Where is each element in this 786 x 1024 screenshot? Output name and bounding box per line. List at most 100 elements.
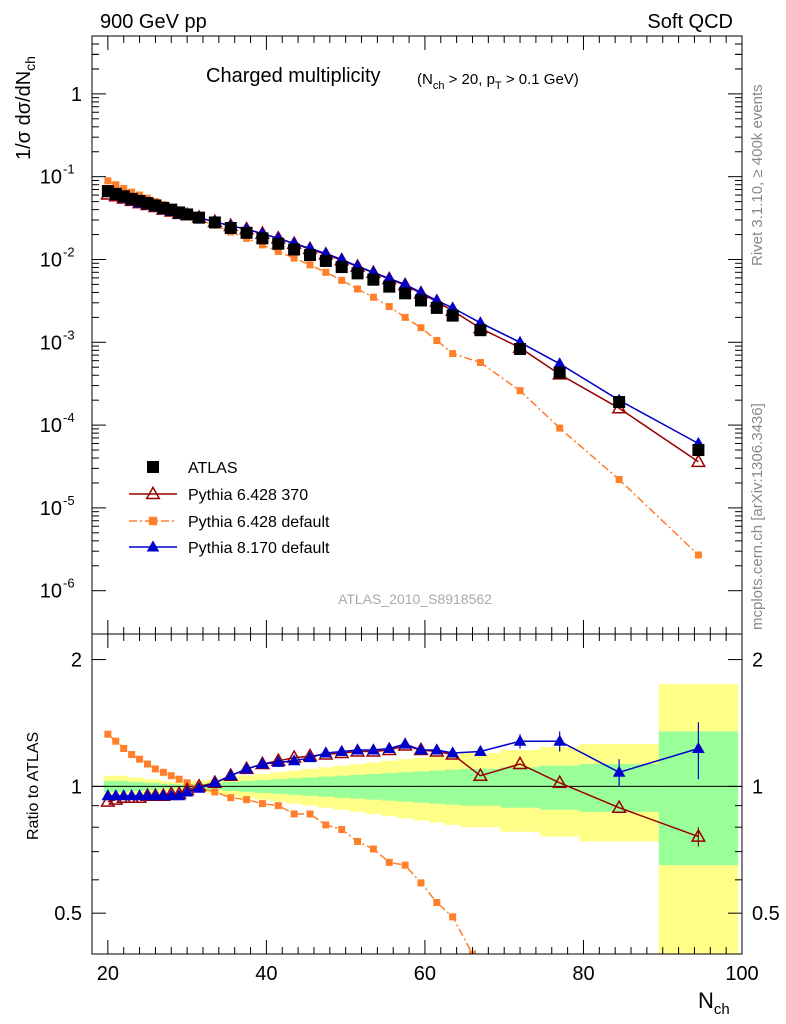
- ratio-panel-frame: [91, 633, 743, 955]
- ratio-data-point: [149, 789, 162, 801]
- data-point: [256, 232, 269, 245]
- data-point: [288, 243, 301, 256]
- data-point: [383, 280, 396, 293]
- data-point: [398, 277, 412, 289]
- header-left-label: 900 GeV pp: [100, 11, 207, 33]
- ratio-data-point: [104, 730, 112, 738]
- ratio-data-point: [449, 913, 457, 921]
- data-point: [240, 226, 253, 239]
- data-point: [449, 350, 457, 358]
- legend-marker: [145, 485, 161, 500]
- ratio-data-point: [430, 743, 444, 755]
- ratio-data-point: [474, 744, 487, 757]
- data-point: [319, 254, 332, 267]
- ratio-data-point: [290, 810, 298, 818]
- ratio-data-point: [112, 737, 120, 745]
- data-point: [556, 424, 564, 432]
- ratio-data-point: [175, 775, 183, 783]
- data-point: [613, 396, 626, 409]
- ratio-data-point: [141, 789, 154, 801]
- data-point: [385, 303, 393, 311]
- analysis-watermark: ATLAS_2010_S8918562: [338, 591, 492, 607]
- ratio-y-tick-label-right: 0.5: [752, 903, 780, 925]
- main-chart-title: Charged multiplicity (Nch > 20, pT > 0.1…: [206, 65, 579, 92]
- inner-uncertainty-band: [397, 772, 414, 802]
- ratio-data-point: [512, 755, 528, 770]
- ratio-y-axis-label: Ratio to ATLAS: [25, 732, 42, 840]
- data-point: [351, 267, 364, 280]
- ratio-data-point: [157, 789, 170, 801]
- data-point: [120, 184, 128, 192]
- data-point: [303, 249, 316, 262]
- y-tick-label: 10: [40, 332, 62, 354]
- data-point: [401, 313, 409, 321]
- data-point: [322, 268, 330, 276]
- ratio-data-point: [240, 762, 253, 774]
- ratio-panel-axes: 0.5 0.5 1 1 2 2 20 40 60 80 100: [54, 633, 780, 985]
- main-panel-series: [100, 177, 706, 559]
- data-point: [690, 453, 706, 468]
- data-point: [112, 181, 120, 189]
- data-point: [306, 261, 314, 269]
- x-tick-label: 80: [572, 963, 594, 985]
- data-point: [335, 261, 348, 274]
- x-tick-label: 40: [255, 963, 277, 985]
- data-point: [692, 444, 705, 457]
- ratio-data-point: [243, 796, 251, 804]
- ratio-data-point: [133, 789, 146, 801]
- ratio-data-point: [208, 776, 222, 788]
- ratio-data-point: [351, 743, 364, 755]
- ratio-data-point: [224, 769, 238, 781]
- ratio-data-point: [125, 789, 138, 801]
- ratio-data-point: [128, 751, 136, 759]
- ratio-data-point: [172, 789, 186, 801]
- inner-uncertainty-band: [460, 768, 501, 806]
- inner-uncertainty-band: [381, 773, 398, 801]
- ratio-data-point: [401, 861, 409, 869]
- ratio-data-point: [414, 743, 428, 755]
- legend-entry: Pythia 6.428 default: [129, 514, 330, 531]
- data-point: [414, 294, 427, 307]
- inner-uncertainty-band: [500, 767, 540, 808]
- data-point: [433, 337, 441, 345]
- data-point: [417, 324, 425, 332]
- x-tick-label: 100: [725, 963, 758, 985]
- header-right-label: Soft QCD: [647, 11, 733, 33]
- ratio-data-point: [167, 772, 175, 780]
- ratio-data-point: [211, 788, 219, 796]
- inner-uncertainty-band: [444, 769, 461, 805]
- ratio-data-point: [367, 743, 380, 755]
- y-tick-label-exponent: -5: [63, 493, 75, 508]
- main-chart-title-cuts: (Nch > 20, pT > 0.1 GeV): [417, 71, 579, 92]
- legend-marker: [146, 540, 160, 552]
- ratio-data-point: [322, 821, 330, 829]
- data-point: [369, 293, 377, 301]
- y-tick-label: 10: [40, 498, 62, 520]
- data-point: [694, 551, 702, 559]
- main-chart-title-text: Charged multiplicity: [206, 65, 381, 87]
- ratio-y-tick-label: 1: [71, 776, 82, 798]
- ratio-data-point: [446, 746, 459, 758]
- data-point: [224, 222, 237, 235]
- series-line: [107, 193, 699, 463]
- data-point: [338, 276, 346, 284]
- data-point: [514, 342, 527, 355]
- ratio-data-point: [287, 754, 301, 766]
- data-point: [516, 387, 524, 395]
- ratio-data-point: [338, 825, 346, 833]
- legend-label: ATLAS: [188, 460, 238, 477]
- data-point: [446, 309, 459, 322]
- ratio-panel-series: [100, 722, 706, 954]
- ratio-data-point: [101, 789, 115, 801]
- data-point: [193, 211, 206, 224]
- data-point: [430, 301, 443, 314]
- legend-marker: [147, 461, 159, 473]
- ratio-data-point: [120, 745, 128, 753]
- y-tick-label-exponent: -1: [63, 162, 75, 177]
- y-tick-label: 10: [40, 167, 62, 189]
- ratio-data-point: [398, 737, 412, 749]
- main-panel-axes: 110-110-210-310-410-510-6: [40, 35, 743, 635]
- ratio-data-point: [143, 760, 151, 768]
- ratio-y-tick-label: 0.5: [54, 903, 82, 925]
